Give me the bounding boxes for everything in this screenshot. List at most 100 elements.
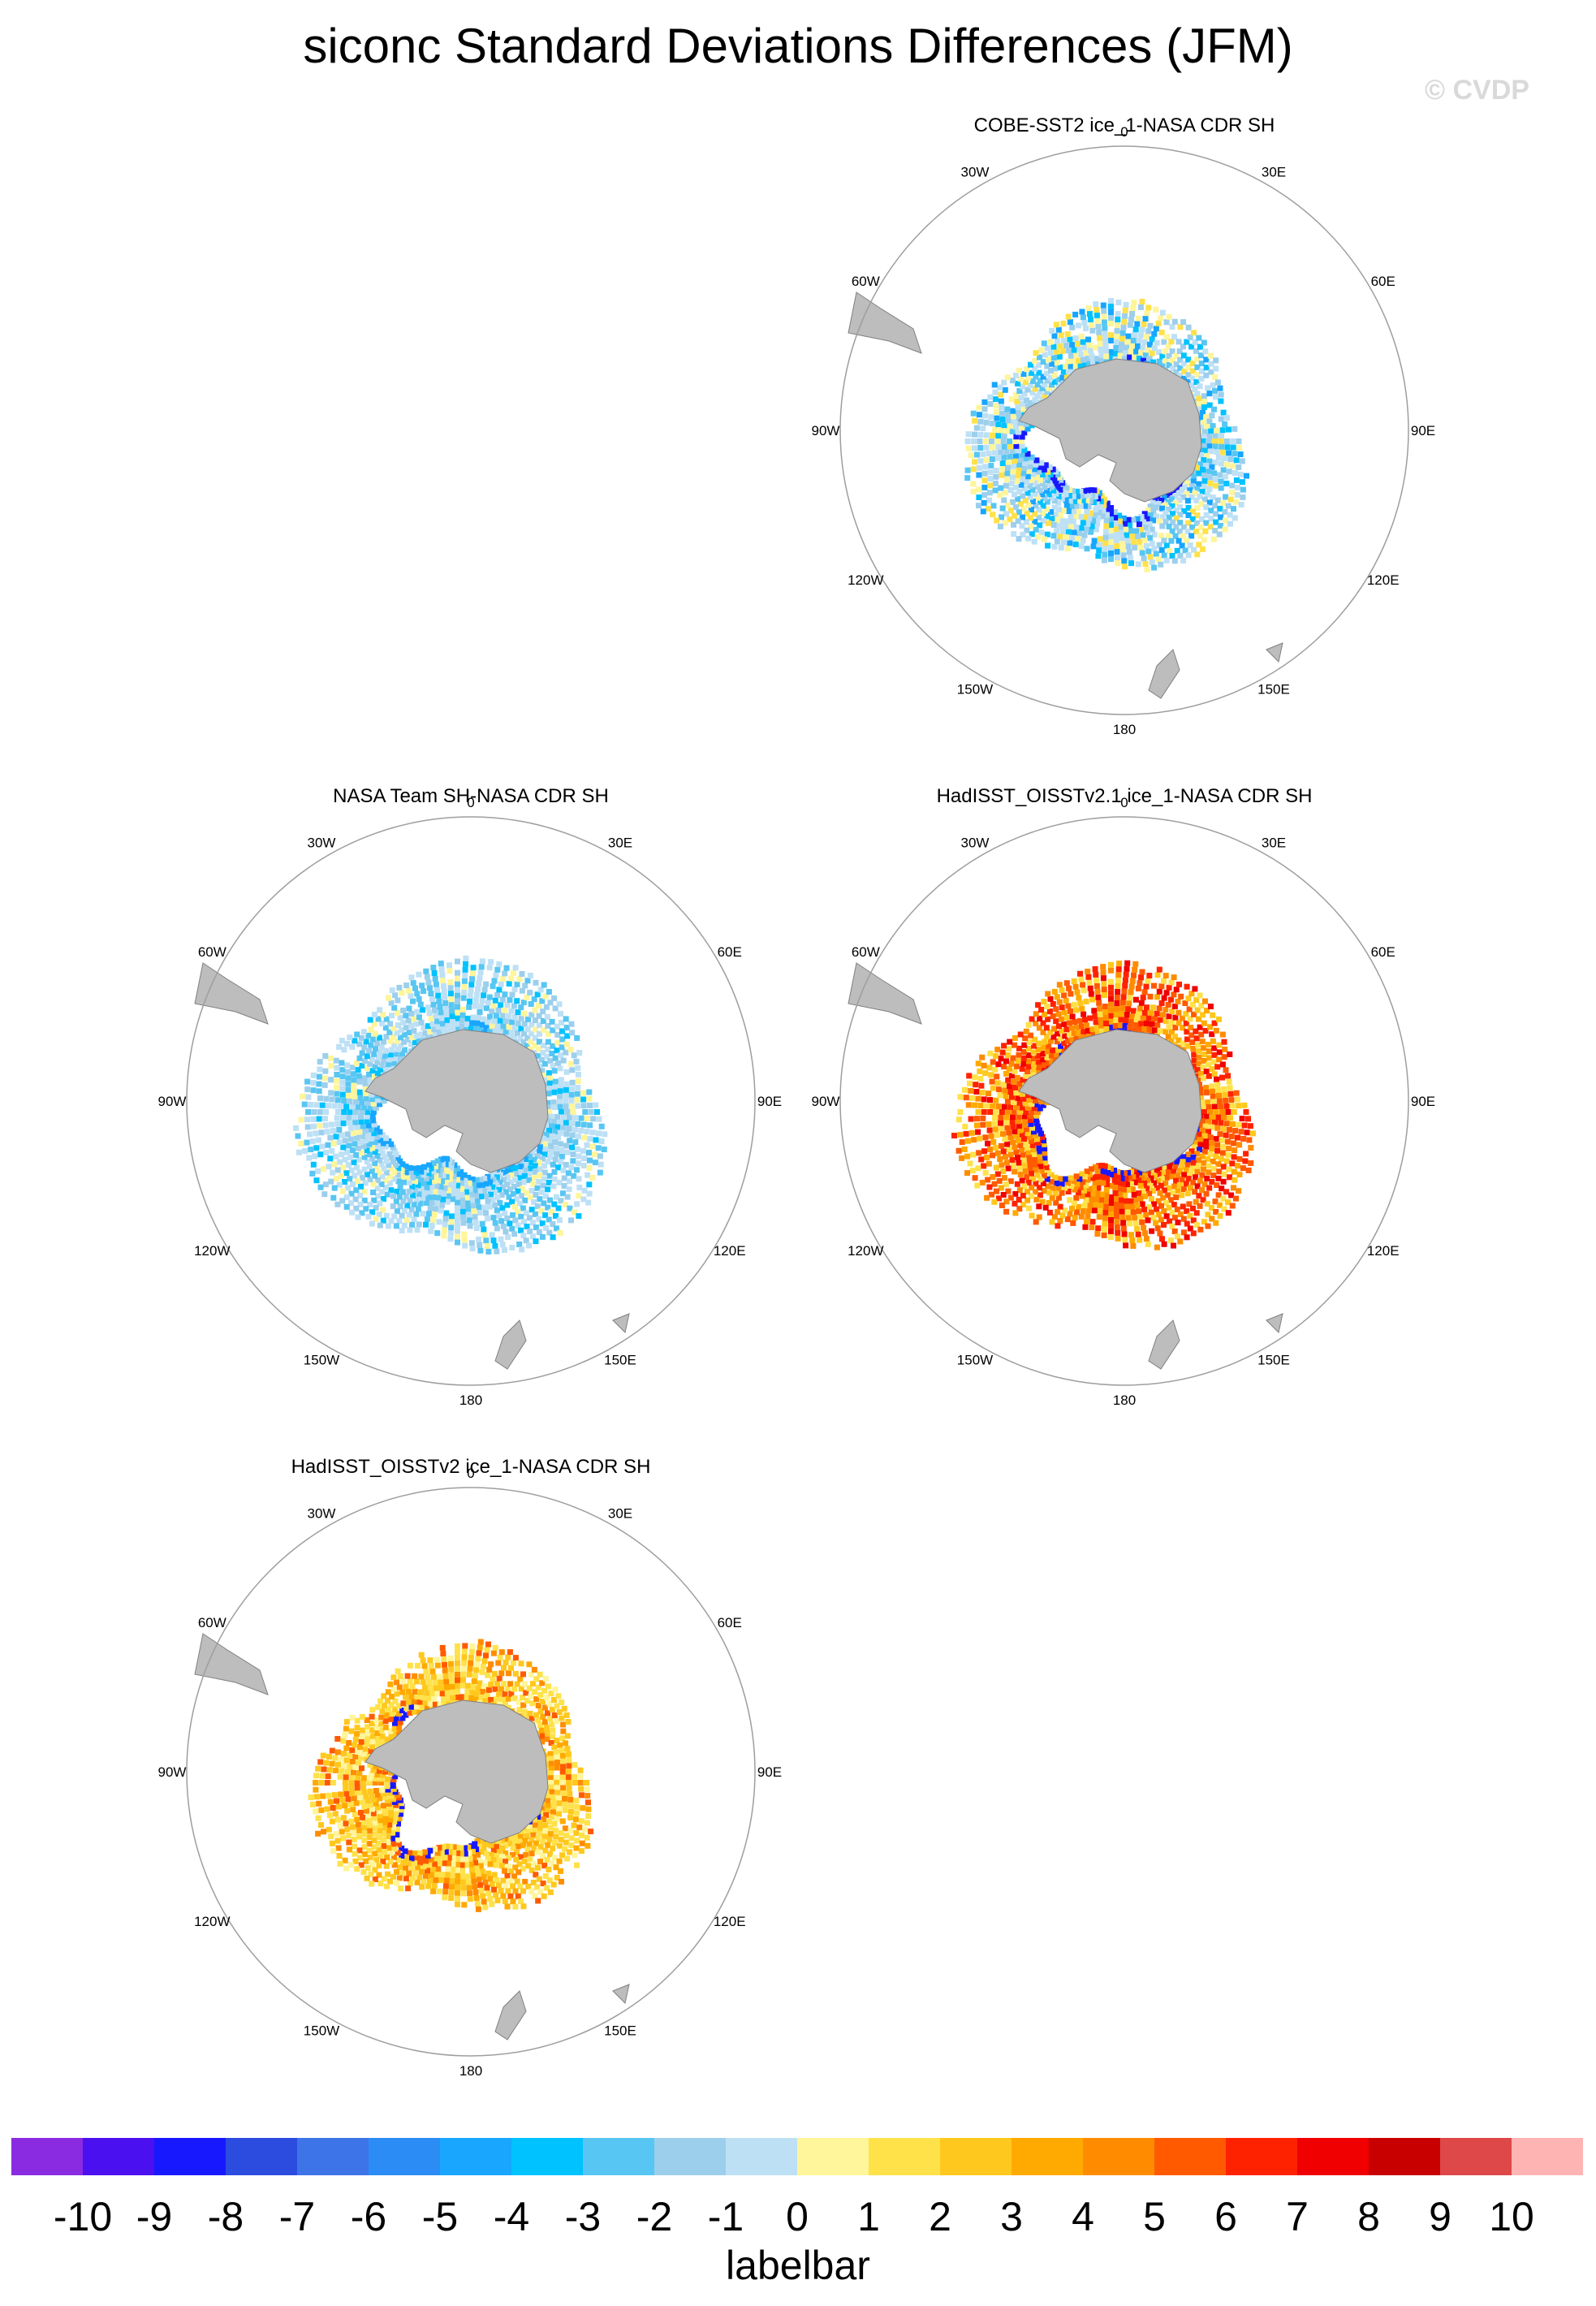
sea-ice-cell: [563, 1069, 570, 1075]
sea-ice-cell: [316, 1088, 322, 1095]
sea-ice-cell: [1186, 1201, 1193, 1207]
sea-ice-cell: [304, 1124, 311, 1130]
sea-ice-cell: [1166, 984, 1172, 991]
sea-ice-cell: [1236, 464, 1242, 470]
sea-ice-cell: [1125, 1187, 1132, 1194]
sea-ice-cell: [993, 1109, 999, 1115]
sea-ice-cell: [523, 1690, 529, 1696]
sea-ice-cell: [1122, 564, 1128, 570]
sea-ice-cell: [492, 1028, 498, 1034]
sea-ice-cell: [970, 1151, 977, 1158]
sea-ice-cell: [481, 1187, 487, 1194]
sea-ice-cell: [587, 1122, 593, 1129]
sea-ice-cell: [481, 1176, 488, 1182]
sea-ice-cell: [1045, 542, 1051, 549]
sea-ice-cell: [1044, 389, 1050, 395]
sea-ice-cell: [356, 1055, 363, 1061]
sea-ice-cell: [353, 1152, 360, 1158]
sea-ice-cell: [356, 1156, 362, 1163]
sea-ice-cell: [1064, 1216, 1071, 1223]
sea-ice-cell: [493, 972, 499, 978]
sea-ice-cell: [466, 1004, 472, 1010]
sea-ice-cell: [451, 1162, 458, 1168]
sea-ice-cell: [459, 1191, 465, 1198]
sea-ice-cell: [1022, 497, 1029, 503]
sea-ice-cell: [472, 1841, 478, 1847]
sea-ice-cell: [423, 1221, 429, 1228]
sea-ice-cell: [585, 1806, 592, 1812]
sea-ice-cell: [510, 1191, 516, 1197]
sea-ice-cell: [455, 1004, 460, 1010]
sea-ice-cell: [425, 1004, 431, 1011]
sea-ice-cell: [528, 1716, 535, 1722]
sea-ice-cell: [528, 1021, 535, 1028]
sea-ice-cell: [561, 1790, 567, 1797]
sea-ice-cell: [435, 992, 442, 999]
sea-ice-cell: [518, 1213, 524, 1220]
sea-ice-cell: [1206, 433, 1213, 439]
sea-ice-cell: [423, 1176, 429, 1182]
sea-ice-cell: [955, 1116, 962, 1123]
sea-ice-cell: [1044, 499, 1050, 505]
sea-ice-cell: [1046, 464, 1053, 470]
sea-ice-cell: [1108, 978, 1114, 985]
sea-ice-cell: [511, 1695, 518, 1702]
sea-ice-cell: [1206, 1169, 1212, 1176]
sea-ice-cell: [575, 1103, 581, 1109]
sea-ice-cell: [1087, 498, 1093, 504]
sea-ice-cell: [1205, 491, 1211, 498]
sea-ice-cell: [557, 1229, 563, 1236]
sea-ice-cell: [1137, 332, 1144, 339]
sea-ice-cell: [346, 1092, 352, 1099]
sea-ice-cell: [1162, 519, 1169, 525]
sea-ice-cell: [340, 1188, 347, 1194]
sea-ice-cell: [477, 1210, 483, 1216]
sea-ice-cell: [1063, 534, 1069, 541]
sea-ice-cell: [597, 1153, 603, 1159]
sea-ice-cell: [359, 1175, 365, 1181]
sea-ice-cell: [549, 1860, 555, 1867]
sea-ice-cell: [1020, 383, 1026, 390]
sea-ice-cell: [1234, 492, 1240, 499]
sea-ice-cell: [368, 1042, 374, 1048]
map-panel-hadisst-oisstv21: HadISST_OISSTv2.1 ice_1-NASA CDR SH 0 30E…: [759, 784, 1490, 1450]
sea-ice-cell: [349, 1147, 356, 1154]
sea-ice-cell: [1022, 379, 1029, 386]
sea-ice-cell: [1108, 1183, 1114, 1189]
sea-ice-cell: [1217, 472, 1223, 478]
sea-ice-cell: [1195, 1157, 1201, 1164]
sea-ice-cell: [1000, 438, 1007, 444]
sea-ice-cell: [1243, 1151, 1249, 1157]
sea-ice-cell: [1094, 1190, 1101, 1197]
sea-ice-cell: [428, 1165, 434, 1172]
sea-ice-cell: [399, 1026, 405, 1033]
sea-ice-cell: [1137, 1237, 1143, 1243]
sea-ice-cell: [500, 1177, 507, 1183]
sea-ice-cell: [1093, 1025, 1100, 1031]
sea-ice-cell: [344, 1062, 351, 1069]
sea-ice-cell: [1094, 520, 1101, 527]
map-boundary: [839, 816, 1409, 1386]
sea-ice-cell: [1037, 354, 1043, 361]
sea-ice-cell: [1145, 1170, 1151, 1177]
sea-ice-cell: [1183, 1181, 1189, 1187]
sea-ice-cell: [542, 1193, 549, 1199]
sea-ice-cell: [1245, 1116, 1251, 1122]
sea-ice-cell: [1020, 1193, 1026, 1198]
sea-ice-cell: [1062, 1176, 1068, 1182]
sea-ice-cell: [972, 1102, 978, 1108]
sea-ice-cell: [986, 1121, 992, 1128]
sea-ice-cell: [1167, 1160, 1174, 1167]
sea-ice-cell: [1029, 531, 1035, 538]
sea-ice-cell: [1171, 1242, 1176, 1249]
sea-ice-cell: [1096, 1163, 1102, 1169]
sea-ice-cell: [1075, 508, 1081, 515]
sea-ice-cell: [1122, 1192, 1128, 1198]
sea-ice-cell: [1194, 364, 1201, 370]
sea-ice-cell: [1205, 1155, 1211, 1162]
sea-ice-cell: [1081, 532, 1088, 538]
sea-ice-cell: [468, 1026, 475, 1032]
sea-ice-cell: [514, 1878, 520, 1885]
sea-ice-cell: [1149, 1021, 1155, 1027]
sea-ice-cell: [1044, 513, 1050, 520]
